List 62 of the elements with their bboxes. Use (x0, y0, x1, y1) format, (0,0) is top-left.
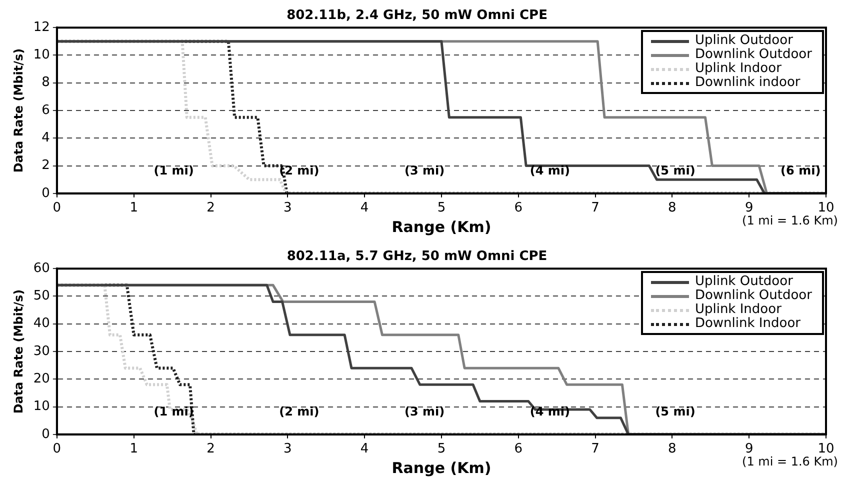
y-tick-label: 2 (42, 158, 50, 174)
x-tick-label: 7 (591, 442, 600, 457)
y-tick-label: 20 (33, 372, 50, 387)
legend-label: Uplink Outdoor (694, 33, 793, 48)
x-tick-label: 9 (744, 200, 754, 216)
x-tick-label: 7 (591, 200, 600, 216)
annotation: (2 mi) (279, 164, 320, 178)
annotation: (3 mi) (404, 164, 445, 178)
legend-label: Uplink Outdoor (694, 274, 793, 289)
y-tick-label: 10 (33, 399, 50, 414)
x-tick-label: 6 (514, 442, 523, 457)
x-tick-label: 3 (284, 442, 292, 457)
legend-label: Uplink Indoor (694, 302, 782, 317)
y-tick-label: 12 (33, 20, 50, 35)
y-tick-label: 0 (42, 186, 50, 201)
x-tick-label: 9 (744, 442, 754, 457)
x-axis-title: Range (Km) (392, 458, 492, 477)
x-tick-label: 0 (52, 442, 62, 457)
legend-label: Downlink indoor (694, 75, 800, 90)
x-tick-label: 8 (668, 442, 676, 457)
x-tick-label: 4 (360, 200, 369, 216)
x-tick-label: 5 (437, 442, 446, 457)
legend-label: Uplink Indoor (694, 61, 782, 76)
x-tick-label: 4 (360, 442, 369, 457)
y-tick-label: 30 (33, 344, 50, 359)
text: (1 mi = 1.6 Km) (742, 454, 838, 469)
x-tick-label: 10 (818, 442, 834, 457)
y-axis-title: Data Rate (Mbit/s) (11, 289, 26, 414)
x-tick-label: 10 (818, 200, 834, 216)
x-tick-label: 6 (514, 200, 523, 216)
y-tick-label: 10 (33, 48, 50, 63)
text: (1 mi = 1.6 Km) (742, 214, 838, 228)
legend-label: Downlink Outdoor (694, 288, 812, 303)
x-tick-label: 2 (206, 442, 215, 457)
y-tick-label: 40 (33, 316, 50, 332)
chart-title: 802.11a, 5.7 GHz, 50 mW Omni CPE (286, 249, 548, 264)
annotation: (5 mi) (655, 404, 696, 419)
x-tick-label: 1 (130, 200, 138, 216)
y-tick-label: 60 (33, 260, 50, 276)
annotation: (3 mi) (404, 404, 445, 419)
x-tick-label: 2 (206, 200, 215, 216)
x-tick-label: 5 (437, 200, 446, 216)
x-axis-title: Range (Km) (392, 218, 492, 236)
annotation: (5 mi) (655, 164, 696, 178)
annotation: (2 mi) (279, 404, 320, 419)
legend-label: Downlink Indoor (694, 316, 800, 331)
y-tick-label: 0 (42, 426, 50, 442)
annotation: (1 mi) (154, 404, 194, 419)
y-tick-label: 50 (33, 288, 50, 304)
x-tick-label: 1 (130, 442, 138, 457)
legend-label: Downlink Outdoor (694, 47, 812, 62)
annotation: (1 mi) (154, 164, 194, 178)
y-tick-label: 8 (42, 75, 50, 90)
chart-title: 802.11b, 2.4 GHz, 50 mW Omni CPE (286, 8, 548, 24)
x-tick-label: 8 (668, 200, 676, 216)
y-axis-title: Data Rate (Mbit/s) (11, 48, 26, 173)
x-tick-label: 3 (284, 200, 292, 216)
annotation: (4 mi) (530, 164, 570, 178)
annotation: (6 mi) (780, 164, 821, 178)
x-tick-label: 0 (52, 200, 62, 216)
y-tick-label: 4 (42, 130, 50, 146)
y-tick-label: 6 (42, 102, 50, 118)
